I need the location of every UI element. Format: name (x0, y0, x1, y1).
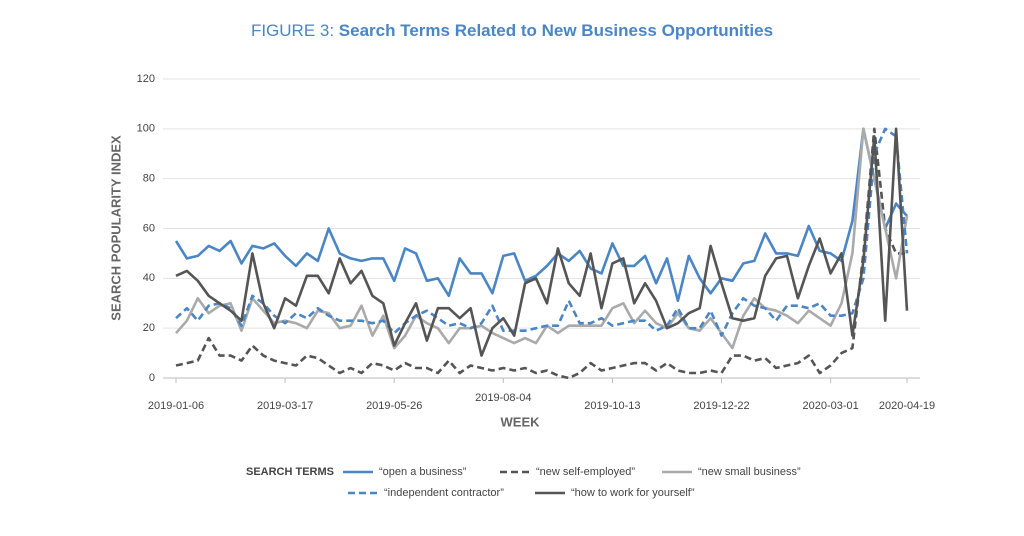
series-line (175, 127, 909, 337)
y-tick-label: 0 (149, 372, 155, 384)
series-line (175, 127, 907, 380)
legend-label: “new self-employed” (536, 466, 635, 478)
y-tick-label: 120 (137, 73, 155, 85)
y-tick-label: 20 (143, 322, 155, 334)
y-axis-title: SEARCH POPULARITY INDEX (108, 135, 123, 321)
series-line (174, 127, 908, 303)
x-tick-label: 2019-10-13 (584, 400, 640, 412)
title-prefix: FIGURE 3: (251, 21, 334, 40)
y-tick-label: 80 (143, 173, 155, 185)
y-tick-label: 60 (143, 222, 155, 234)
x-tick-label: 2019-01-06 (148, 400, 204, 412)
x-tick-label: 2019-12-22 (693, 400, 749, 412)
x-tick-label: 2019-03-17 (257, 400, 313, 412)
series-line (175, 127, 909, 350)
x-tick-label: 2019-08-04 (475, 392, 531, 404)
chart-title: FIGURE 3: Search Terms Related to New Bu… (251, 21, 773, 40)
x-tick-label: 2020-04-19 (879, 400, 935, 412)
x-tick-label: 2020-03-01 (802, 400, 858, 412)
legend-label: “open a business” (379, 466, 467, 478)
title-main: Search Terms Related to New Business Opp… (339, 21, 773, 40)
legend-label: “independent contractor” (384, 487, 504, 499)
legend-title: SEARCH TERMS (246, 466, 334, 478)
y-tick-label: 100 (137, 123, 155, 135)
legend-label: “how to work for yourself” (571, 487, 695, 499)
series-line (175, 127, 909, 357)
y-tick-label: 40 (143, 272, 155, 284)
x-axis-title: WEEK (501, 414, 541, 429)
legend-label: “new small business” (698, 466, 801, 478)
x-tick-label: 2019-05-26 (366, 400, 422, 412)
